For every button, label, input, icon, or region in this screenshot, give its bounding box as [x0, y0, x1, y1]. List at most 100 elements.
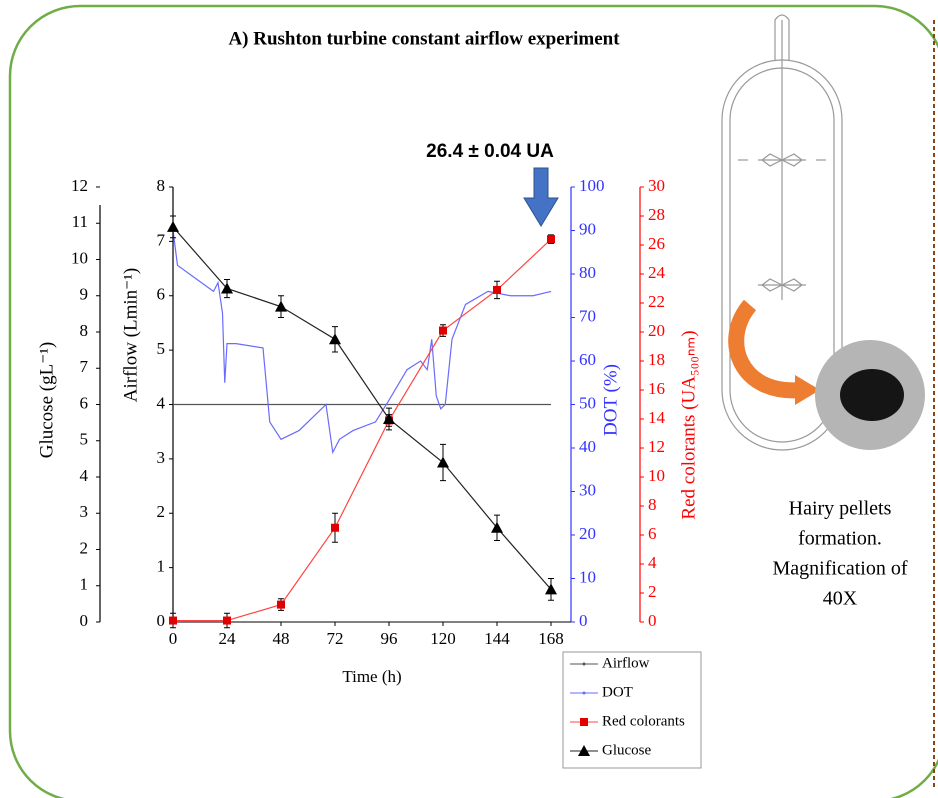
marker: [547, 235, 555, 244]
marker: [545, 583, 557, 595]
panel-border: [8, 4, 938, 798]
y-tick-label: 1: [157, 557, 166, 576]
y-tick-label: 60: [579, 350, 596, 369]
caption-line: 40X: [823, 588, 858, 610]
curved-arrow: [728, 299, 801, 399]
caption-line: formation.: [798, 528, 882, 550]
marker: [491, 521, 503, 533]
y-tick-label: 10: [648, 466, 665, 485]
x-tick-label: 24: [219, 629, 237, 648]
y-axis-label: Airflow (Lmin⁻¹): [120, 268, 141, 402]
marker: [493, 285, 501, 294]
x-tick-label: 168: [538, 629, 564, 648]
y-tick-label: 20: [648, 321, 665, 340]
legend-marker: [578, 745, 590, 756]
x-tick-label: 144: [484, 629, 510, 648]
y-tick-label: 12: [648, 437, 665, 456]
chart-title: A) Rushton turbine constant airflow expe…: [228, 28, 620, 49]
y-tick-label: 70: [579, 306, 596, 325]
y-tick-label: 30: [648, 176, 665, 195]
curved-arrow-head: [795, 375, 820, 405]
series-line: [172, 226, 552, 590]
marker: [167, 220, 179, 232]
marker: [169, 616, 177, 625]
y-tick-label: 30: [579, 480, 596, 499]
bioreactor: [721, 14, 843, 451]
y-tick-label: 7: [80, 357, 89, 376]
x-axis-label: Time (h): [342, 667, 401, 686]
caption-line: Magnification of: [773, 558, 908, 580]
annotation: 26.4 ± 0.04 UA: [426, 141, 554, 162]
y-tick-label: 100: [579, 176, 605, 195]
y-tick-label: 4: [80, 466, 89, 485]
y-tick-label: 1: [80, 575, 89, 594]
y-tick-label: 10: [579, 567, 596, 586]
y-axis-label: DOT (%): [600, 364, 621, 436]
y-tick-label: 9: [80, 285, 89, 304]
x-tick-label: 120: [430, 629, 456, 648]
y-tick-label: 90: [579, 219, 596, 238]
y-tick-label: 0: [648, 611, 657, 630]
marker: [275, 300, 287, 312]
y-tick-label: 5: [80, 430, 89, 449]
legend-marker: [582, 662, 586, 666]
y-tick-label: 11: [72, 212, 88, 231]
x-tick-label: 48: [273, 629, 290, 648]
legend-label: Red colorants: [602, 713, 685, 729]
pellet: [840, 369, 904, 421]
x-tick-label: 0: [169, 629, 178, 648]
y-tick-label: 4: [157, 393, 166, 412]
y-tick-label: 3: [157, 448, 166, 467]
y-tick-label: 2: [80, 538, 89, 557]
y-tick-label: 20: [579, 524, 596, 543]
marker: [277, 600, 285, 609]
caption-line: Hairy pellets: [789, 498, 892, 520]
y-tick-label: 18: [648, 350, 665, 369]
y-tick-label: 22: [648, 292, 665, 311]
y-tick-label: 80: [579, 263, 596, 282]
legend-label: DOT: [602, 684, 633, 700]
series-line: [173, 238, 552, 622]
y-tick-label: 6: [80, 393, 89, 412]
y-tick-label: 8: [157, 176, 166, 195]
legend-label: Airflow: [602, 655, 650, 671]
x-tick-label: 96: [381, 629, 398, 648]
y-tick-label: 0: [579, 611, 588, 630]
y-tick-label: 14: [648, 408, 666, 427]
y-tick-label: 0: [80, 611, 89, 630]
y-tick-label: 5: [157, 339, 166, 358]
marker: [221, 282, 233, 294]
marker: [383, 413, 395, 424]
y-tick-label: 7: [157, 230, 166, 249]
y-tick-label: 6: [157, 285, 166, 304]
y-tick-label: 10: [71, 248, 88, 267]
y-tick-label: 8: [80, 321, 89, 340]
y-axis-label: Glucose (gL⁻¹): [36, 342, 57, 459]
marker: [439, 326, 447, 335]
marker: [331, 523, 339, 532]
series-line: [172, 230, 552, 455]
marker: [437, 456, 449, 468]
legend-label: Glucose: [602, 742, 651, 758]
y-tick-label: 8: [648, 495, 657, 514]
y-tick-label: 2: [648, 582, 657, 601]
y-tick-label: 26: [648, 234, 665, 253]
y-tick-label: 4: [648, 553, 657, 572]
y-tick-label: 2: [157, 502, 166, 521]
x-tick-label: 72: [327, 629, 344, 648]
y-axis-label: Red colorants (UA₅₀₀ₙₘ): [678, 330, 699, 519]
y-tick-label: 50: [579, 393, 596, 412]
y-tick-label: 12: [71, 176, 88, 195]
y-tick-label: 6: [648, 524, 657, 543]
y-tick-label: 40: [579, 437, 596, 456]
legend-marker: [582, 691, 586, 695]
marker: [329, 333, 341, 345]
y-tick-label: 0: [157, 611, 166, 630]
legend-marker: [580, 718, 588, 726]
y-tick-label: 28: [648, 205, 665, 224]
side-caption: Hairy pellets formation. Magnification o…: [773, 498, 908, 610]
y-tick-label: 16: [648, 379, 665, 398]
marker: [223, 616, 231, 625]
y-tick-label: 24: [648, 263, 666, 282]
